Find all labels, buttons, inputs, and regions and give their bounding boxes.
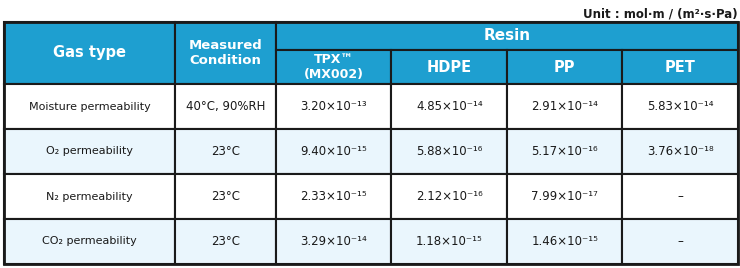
Bar <box>507 84 622 129</box>
Bar <box>276 50 391 84</box>
Text: 23°C: 23°C <box>211 235 240 248</box>
Bar <box>507 50 622 84</box>
Bar <box>276 219 391 264</box>
Text: 4.85×10⁻¹⁴: 4.85×10⁻¹⁴ <box>416 100 482 113</box>
Bar <box>276 22 738 50</box>
Text: PET: PET <box>665 59 696 75</box>
Text: 3.20×10⁻¹³: 3.20×10⁻¹³ <box>300 100 367 113</box>
Text: 40°C, 90%RH: 40°C, 90%RH <box>186 100 266 113</box>
Text: 2.12×10⁻¹⁶: 2.12×10⁻¹⁶ <box>416 190 482 203</box>
Bar <box>507 129 622 174</box>
Bar <box>175 219 276 264</box>
Bar <box>4 174 175 219</box>
Bar <box>391 129 507 174</box>
Bar <box>622 174 738 219</box>
Text: 3.29×10⁻¹⁴: 3.29×10⁻¹⁴ <box>300 235 367 248</box>
Text: Moisture permeability: Moisture permeability <box>29 102 150 111</box>
Bar <box>175 22 276 84</box>
Text: 1.18×10⁻¹⁵: 1.18×10⁻¹⁵ <box>416 235 482 248</box>
Bar <box>507 219 622 264</box>
Bar <box>276 174 391 219</box>
Text: –: – <box>677 235 683 248</box>
Text: Resin: Resin <box>483 28 531 43</box>
Text: 3.76×10⁻¹⁸: 3.76×10⁻¹⁸ <box>647 145 713 158</box>
Bar <box>276 129 391 174</box>
Bar <box>4 219 175 264</box>
Bar <box>622 84 738 129</box>
Text: 2.33×10⁻¹⁵: 2.33×10⁻¹⁵ <box>300 190 367 203</box>
Bar <box>175 129 276 174</box>
Text: O₂ permeability: O₂ permeability <box>46 147 133 157</box>
Text: 5.88×10⁻¹⁶: 5.88×10⁻¹⁶ <box>416 145 482 158</box>
Text: Measured
Condition: Measured Condition <box>189 39 263 67</box>
Text: 1.46×10⁻¹⁵: 1.46×10⁻¹⁵ <box>531 235 598 248</box>
Text: 5.83×10⁻¹⁴: 5.83×10⁻¹⁴ <box>647 100 713 113</box>
Bar <box>391 84 507 129</box>
Bar <box>175 174 276 219</box>
Text: Gas type: Gas type <box>53 46 127 61</box>
Bar <box>622 50 738 84</box>
Text: Unit : mol·m / (m²·s·Pa): Unit : mol·m / (m²·s·Pa) <box>583 8 738 20</box>
Text: 23°C: 23°C <box>211 190 240 203</box>
Bar <box>4 129 175 174</box>
Bar <box>391 50 507 84</box>
Bar <box>622 129 738 174</box>
Text: 5.17×10⁻¹⁶: 5.17×10⁻¹⁶ <box>531 145 598 158</box>
Text: PP: PP <box>554 59 576 75</box>
Bar <box>391 174 507 219</box>
Text: TPX™
(MX002): TPX™ (MX002) <box>303 53 364 81</box>
Text: 23°C: 23°C <box>211 145 240 158</box>
Bar <box>276 84 391 129</box>
Bar <box>175 84 276 129</box>
Bar <box>622 219 738 264</box>
Bar <box>507 174 622 219</box>
Bar <box>4 84 175 129</box>
Bar <box>391 219 507 264</box>
Text: –: – <box>677 190 683 203</box>
Text: 2.91×10⁻¹⁴: 2.91×10⁻¹⁴ <box>531 100 598 113</box>
Text: 7.99×10⁻¹⁷: 7.99×10⁻¹⁷ <box>531 190 598 203</box>
Text: 9.40×10⁻¹⁵: 9.40×10⁻¹⁵ <box>300 145 367 158</box>
Text: HDPE: HDPE <box>427 59 472 75</box>
Text: N₂ permeability: N₂ permeability <box>47 192 133 202</box>
Bar <box>4 22 175 84</box>
Text: CO₂ permeability: CO₂ permeability <box>42 236 137 247</box>
